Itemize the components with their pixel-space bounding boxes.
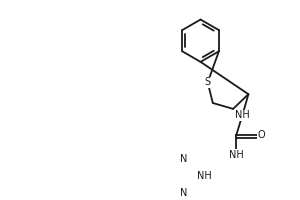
Text: O: O: [257, 130, 265, 140]
Text: S: S: [205, 77, 211, 87]
Text: N: N: [180, 154, 188, 164]
Text: NH: NH: [229, 150, 244, 160]
Text: N: N: [180, 188, 188, 198]
Text: NH: NH: [197, 171, 212, 181]
Text: NH: NH: [235, 110, 250, 120]
